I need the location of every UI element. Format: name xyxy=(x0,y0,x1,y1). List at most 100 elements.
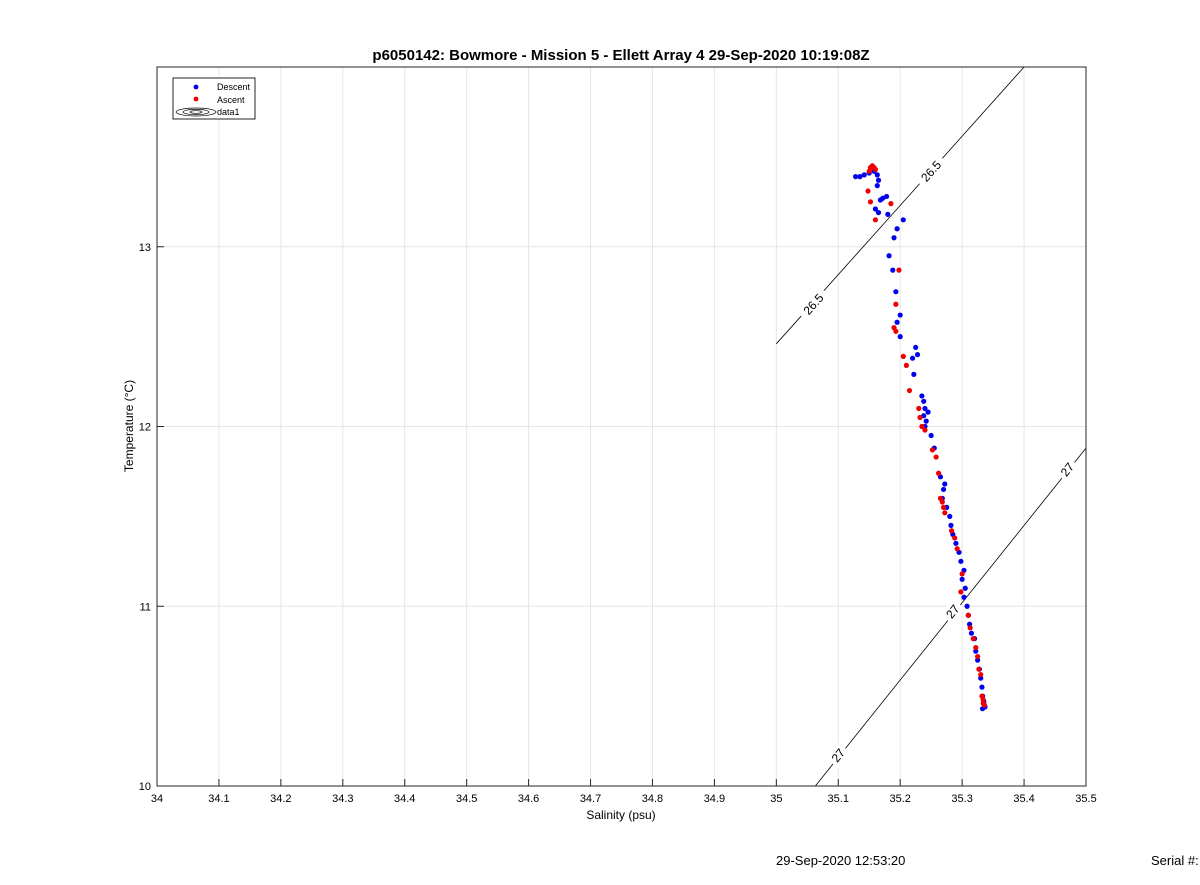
data-point-descent xyxy=(874,183,880,189)
data-points xyxy=(853,163,988,712)
data-point-ascent xyxy=(917,414,923,421)
contour-label-bg xyxy=(825,742,851,769)
x-tick-label: 35.4 xyxy=(1013,793,1034,805)
x-tick-label: 35.1 xyxy=(828,793,849,805)
data-point-ascent xyxy=(900,353,906,359)
data-point-ascent xyxy=(980,697,986,703)
data-point-ascent xyxy=(976,666,982,672)
data-point-descent xyxy=(914,352,921,358)
data-point-ascent xyxy=(939,499,945,505)
data-point-descent xyxy=(925,409,931,415)
data-point-descent xyxy=(853,174,859,180)
data-point-ascent xyxy=(942,510,948,516)
legend-label-data1: data1 xyxy=(217,107,240,117)
data-point-descent xyxy=(975,657,981,663)
contour-label-bg xyxy=(796,286,831,323)
data-point-descent xyxy=(959,576,965,582)
x-tick-label: 35.3 xyxy=(951,793,972,805)
data-point-ascent xyxy=(981,702,988,708)
data-point-ascent xyxy=(872,217,879,223)
data-point-ascent xyxy=(903,362,909,368)
data-point-ascent xyxy=(867,199,874,205)
data-point-ascent xyxy=(919,423,925,430)
data-point-ascent xyxy=(967,625,973,631)
x-tick-label: 34.1 xyxy=(208,793,229,805)
x-tick-label: 34.4 xyxy=(394,793,415,805)
data-point-ascent xyxy=(865,188,871,194)
x-axis-label: Salinity (psu) xyxy=(586,808,655,822)
data-point-descent xyxy=(942,481,948,487)
legend: Descent Ascent data1 xyxy=(172,77,256,120)
footer-serial: Serial #: xyxy=(1151,853,1199,868)
y-tick-label: 10 xyxy=(139,781,151,793)
x-tick-label: 34 xyxy=(151,793,163,805)
y-tick-label: 13 xyxy=(139,242,151,254)
data-point-descent xyxy=(928,432,934,439)
data-point-descent xyxy=(919,393,925,399)
data-point-descent xyxy=(893,289,899,295)
data-point-descent xyxy=(909,355,916,361)
data-point-descent xyxy=(979,684,985,690)
x-tick-label: 34.6 xyxy=(518,793,539,805)
data-point-descent xyxy=(923,418,929,424)
data-point-ascent xyxy=(940,504,947,510)
data-point-descent xyxy=(947,513,953,519)
x-axis-ticks: 34 34.1 34.2 34.3 34.4 34.5 34.6 34.7 34.8 34.9 35… xyxy=(151,779,1097,805)
data-point-descent xyxy=(962,585,968,591)
data-point-ascent xyxy=(872,166,879,173)
x-tick-label: 34.7 xyxy=(580,793,601,805)
data-point-ascent xyxy=(933,454,939,460)
data-point-ascent xyxy=(906,387,913,394)
data-point-ascent xyxy=(922,427,928,433)
legend-marker-ascent xyxy=(193,96,199,102)
data-point-ascent xyxy=(973,644,979,651)
x-tick-label: 34.2 xyxy=(270,793,291,805)
contour-label-bg xyxy=(940,598,966,625)
data-point-descent xyxy=(958,558,964,564)
data-point-ascent xyxy=(893,328,899,334)
data-point-descent xyxy=(875,209,882,216)
data-point-descent xyxy=(922,405,928,412)
x-tick-label: 34.9 xyxy=(704,793,725,805)
data-point-ascent xyxy=(978,671,984,678)
data-point-ascent xyxy=(869,163,875,169)
x-tick-label: 35 xyxy=(770,793,782,805)
data-point-descent xyxy=(890,267,896,273)
y-tick-label: 12 xyxy=(139,422,151,434)
data-point-descent xyxy=(857,174,863,180)
data-point-descent xyxy=(921,398,927,404)
data-point-descent xyxy=(897,334,903,340)
data-point-ascent xyxy=(975,653,981,660)
data-point-descent xyxy=(961,594,967,600)
data-point-descent xyxy=(913,344,919,351)
y-axis-ticks: 10 11 12 13 xyxy=(139,242,164,793)
legend-box xyxy=(172,77,256,120)
footer-timestamp: 29-Sep-2020 12:53:20 xyxy=(776,853,906,868)
data-point-descent xyxy=(875,177,882,183)
data-point-descent xyxy=(894,226,900,232)
data-point-descent xyxy=(872,206,879,212)
chart-title: p6050142: Bowmore - Mission 5 - Ellett A… xyxy=(372,47,869,64)
y-tick-label: 11 xyxy=(140,601,151,613)
grid-lines xyxy=(157,67,1086,786)
data-point-descent xyxy=(940,486,947,493)
x-tick-label: 34.8 xyxy=(642,793,663,805)
contour-label-bg xyxy=(1054,456,1080,483)
data-point-descent xyxy=(883,193,890,200)
y-axis-label: Temperature (°C) xyxy=(122,380,136,472)
data-point-descent xyxy=(885,211,891,217)
x-tick-label: 35.5 xyxy=(1075,793,1096,805)
data-point-descent xyxy=(968,630,975,636)
x-tick-label: 35.2 xyxy=(889,793,910,805)
data-point-ascent xyxy=(970,636,976,642)
data-point-descent xyxy=(964,603,970,609)
data-point-descent xyxy=(978,675,984,681)
data-point-ascent xyxy=(952,535,958,541)
data-point-ascent xyxy=(893,301,899,307)
data-point-descent xyxy=(948,522,954,528)
data-point-ascent xyxy=(965,612,971,618)
x-tick-label: 34.5 xyxy=(456,793,477,805)
data-point-descent xyxy=(953,540,959,546)
legend-label-ascent: Ascent xyxy=(217,95,245,105)
